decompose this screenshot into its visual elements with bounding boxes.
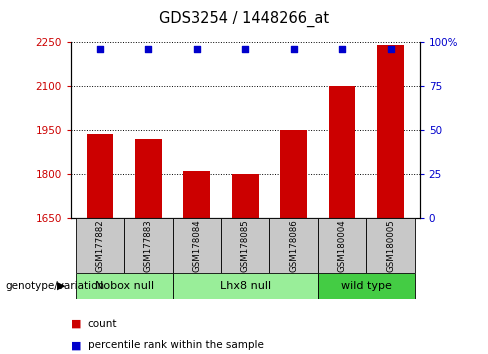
Bar — [76, 218, 124, 273]
Text: wild type: wild type — [341, 281, 392, 291]
Bar — [377, 45, 404, 218]
Text: GSM180005: GSM180005 — [386, 219, 395, 272]
Text: GSM177883: GSM177883 — [144, 219, 153, 272]
Bar — [173, 273, 318, 299]
Text: GSM178086: GSM178086 — [289, 219, 298, 272]
Text: Lhx8 null: Lhx8 null — [220, 281, 271, 291]
Text: percentile rank within the sample: percentile rank within the sample — [88, 340, 264, 350]
Text: GSM180004: GSM180004 — [338, 219, 346, 272]
Bar — [86, 135, 113, 218]
Bar — [232, 175, 259, 218]
Point — [144, 46, 152, 52]
Point — [96, 46, 104, 52]
Point — [242, 46, 249, 52]
Point — [290, 46, 298, 52]
Text: ▶: ▶ — [57, 281, 65, 291]
Bar — [366, 218, 415, 273]
Text: genotype/variation: genotype/variation — [5, 281, 104, 291]
Text: count: count — [88, 319, 117, 329]
Bar — [135, 139, 162, 218]
Bar — [173, 218, 221, 273]
Text: ■: ■ — [71, 340, 81, 350]
Bar — [318, 218, 366, 273]
Text: GDS3254 / 1448266_at: GDS3254 / 1448266_at — [159, 11, 329, 27]
Text: GSM178085: GSM178085 — [241, 219, 250, 272]
Bar — [221, 218, 269, 273]
Bar — [269, 218, 318, 273]
Bar — [318, 273, 415, 299]
Bar — [183, 171, 210, 218]
Text: Nobox null: Nobox null — [95, 281, 154, 291]
Point — [338, 46, 346, 52]
Bar — [124, 218, 173, 273]
Text: ■: ■ — [71, 319, 81, 329]
Bar — [280, 130, 307, 218]
Bar — [329, 86, 355, 218]
Text: GSM177882: GSM177882 — [95, 219, 104, 272]
Bar — [76, 273, 173, 299]
Point — [193, 46, 201, 52]
Text: GSM178084: GSM178084 — [192, 219, 201, 272]
Point — [386, 46, 394, 52]
